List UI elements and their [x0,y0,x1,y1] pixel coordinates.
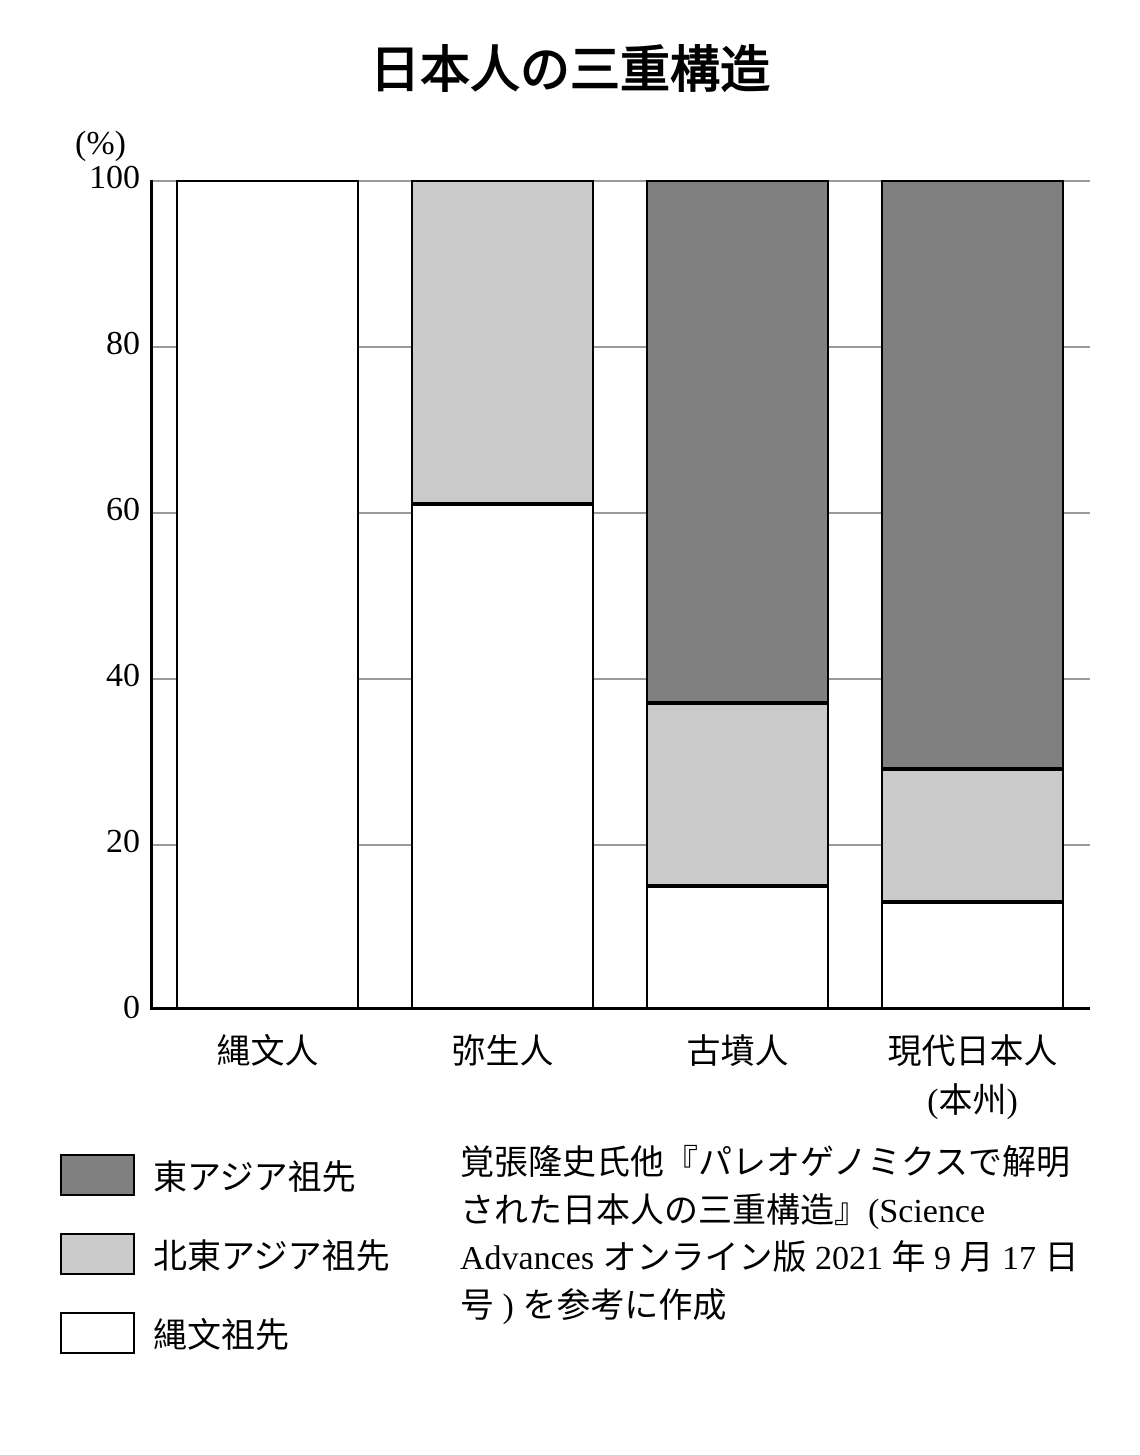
x-tick-label: 古墳人 [620,1024,855,1073]
bar [411,180,594,1010]
bar-segment-ne_asia [646,703,829,886]
bar-segment-jomon [881,902,1064,1010]
legend-label: 東アジア祖先 [153,1150,356,1199]
y-tick-label: 40 [70,657,140,695]
y-tick-label: 100 [70,159,140,197]
plot-area [150,180,1090,1010]
x-axis [150,1007,1090,1010]
legend-item: 北東アジア祖先 [60,1229,390,1278]
bar-segment-jomon [411,504,594,1010]
y-tick-label: 20 [70,823,140,861]
bar [881,180,1064,1010]
bar-segment-ne_asia [411,180,594,504]
bar-segment-e_asia [646,180,829,703]
bar [646,180,829,1010]
x-tick-label: 弥生人 [385,1024,620,1073]
bar-segment-e_asia [881,180,1064,769]
y-axis-unit-label: (%) [75,125,126,163]
bar-segment-jomon [176,180,359,1010]
legend-swatch [60,1233,135,1275]
legend-label: 縄文祖先 [153,1308,289,1357]
legend-label: 北東アジア祖先 [153,1229,390,1278]
y-tick-label: 80 [70,325,140,363]
chart-title: 日本人の三重構造 [0,30,1140,102]
bar-segment-ne_asia [881,769,1064,902]
bar [176,180,359,1010]
y-tick-label: 0 [70,989,140,1027]
x-tick-label: 縄文人 [150,1024,385,1073]
y-axis [150,180,153,1010]
legend-swatch [60,1154,135,1196]
legend-item: 東アジア祖先 [60,1150,390,1199]
x-tick-label: 現代日本人 (本州) [855,1024,1090,1122]
legend-item: 縄文祖先 [60,1308,390,1357]
chart-container: 日本人の三重構造 (%) 0 20 40 60 80 100 縄文人弥生人古墳人現代日本人… [0,0,1140,1455]
legend: 東アジア祖先北東アジア祖先縄文祖先 [60,1150,390,1357]
source-citation: 覚張隆史氏他『パレオゲノミクスで解明された日本人の三重構造』(Science A… [460,1140,1080,1330]
legend-swatch [60,1312,135,1354]
bar-segment-jomon [646,886,829,1011]
y-tick-label: 60 [70,491,140,529]
